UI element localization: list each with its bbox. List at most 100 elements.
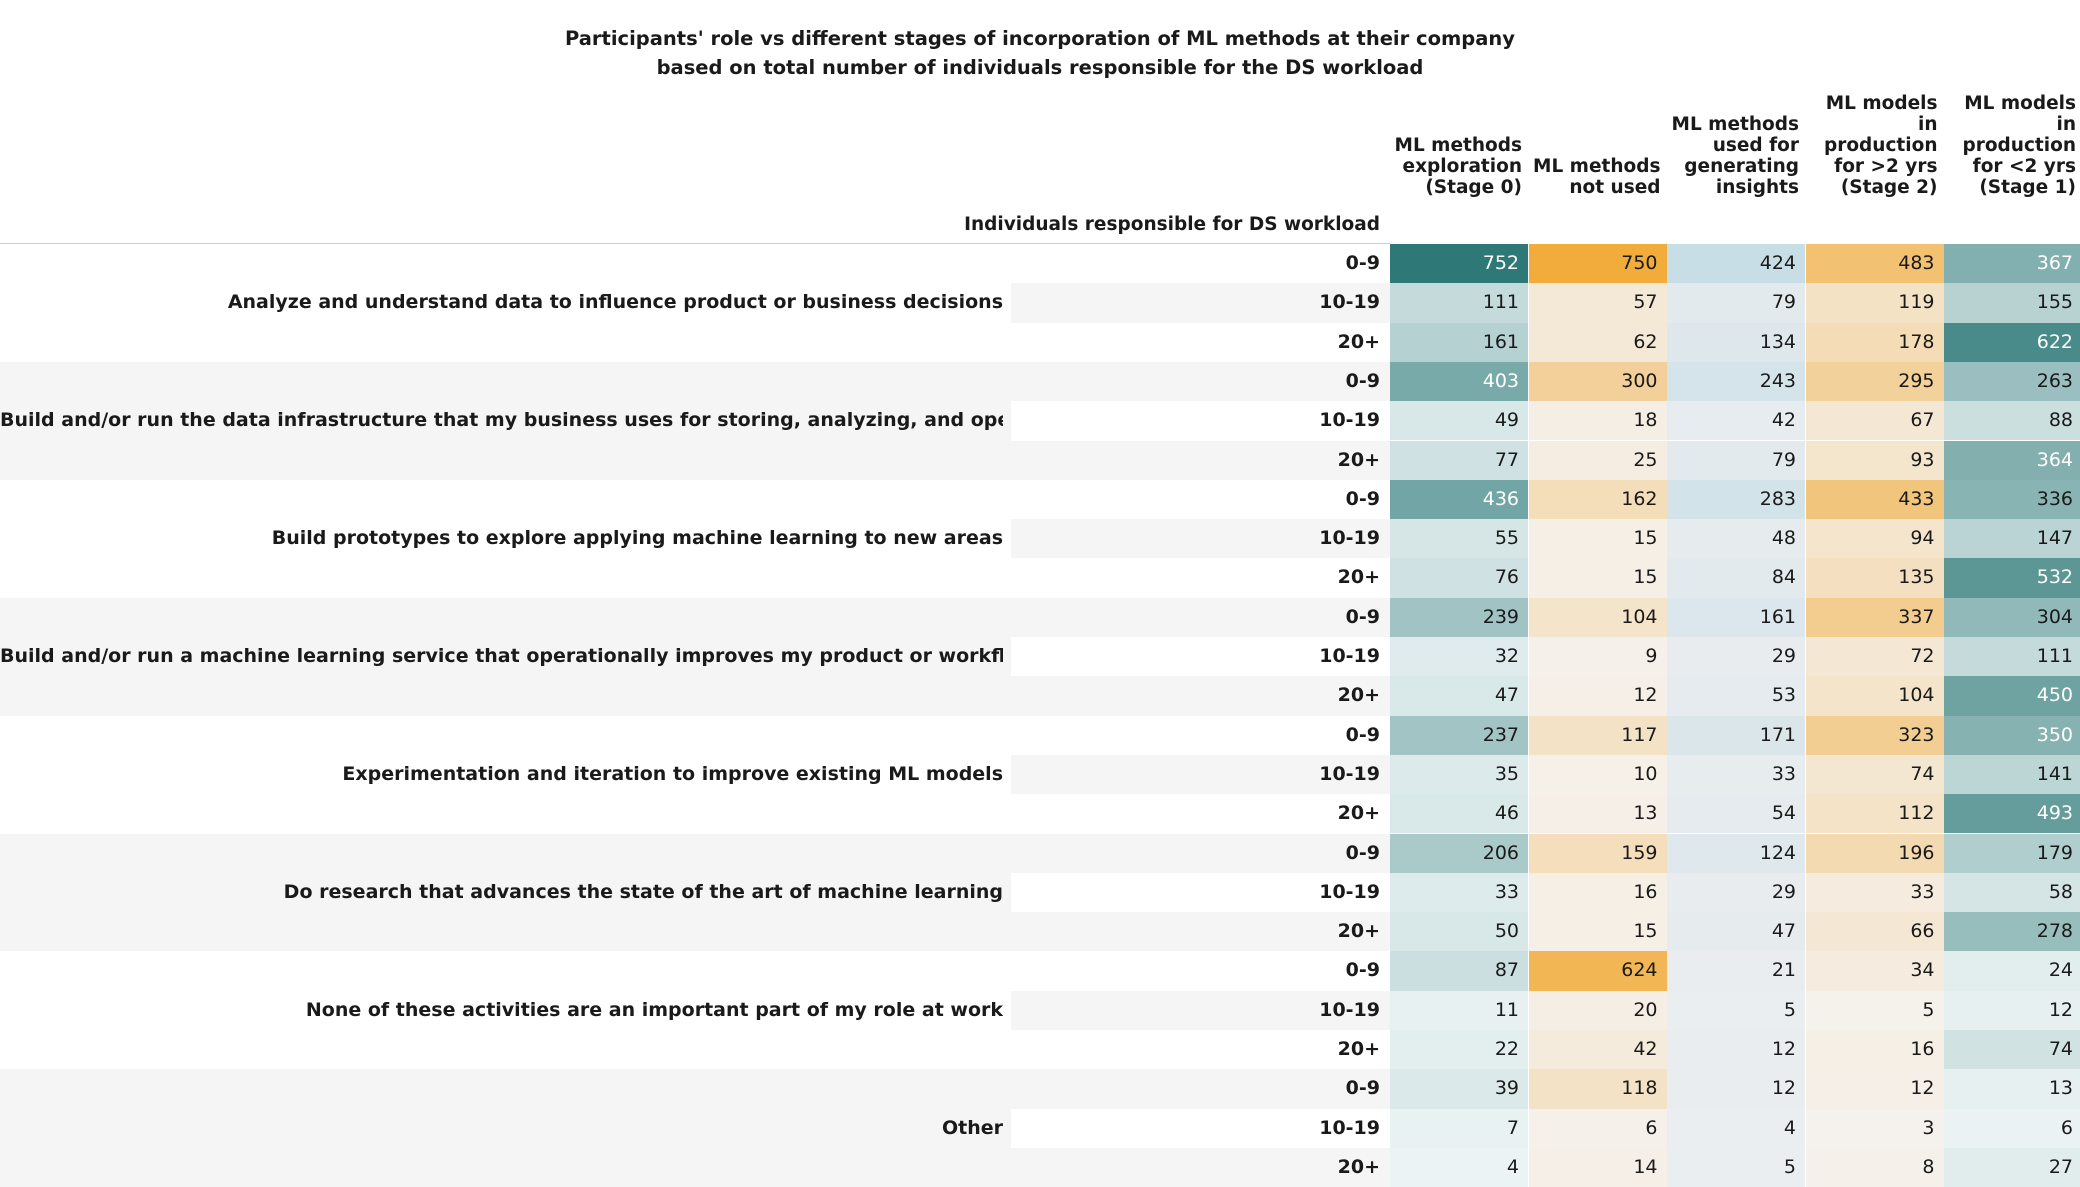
- column-header-line: ML methods: [1671, 114, 1799, 135]
- heatmap-cell: 35: [1390, 754, 1528, 795]
- heatmap-cell: 72: [1805, 637, 1944, 677]
- heatmap-cell: 243: [1667, 361, 1805, 402]
- role-label: Other: [941, 1116, 1003, 1139]
- group-band: [0, 1069, 1011, 1187]
- column-header-line: ML methods: [1394, 135, 1522, 156]
- bin-label: 0-9: [1345, 841, 1380, 864]
- heatmap-cell: 9: [1528, 637, 1667, 677]
- bin-row-stripe: [1011, 519, 1390, 559]
- heatmap-cell: 323: [1805, 715, 1944, 755]
- heatmap-cell: 13: [1528, 794, 1667, 834]
- heatmap-cell: 147: [1944, 519, 2080, 559]
- heatmap-cell: 12: [1667, 1030, 1805, 1070]
- heatmap-cell: 104: [1805, 676, 1944, 716]
- bin-row-stripe: [1011, 754, 1390, 795]
- heatmap-cell: 25: [1528, 440, 1667, 480]
- heatmap-cell: 532: [1944, 558, 2080, 598]
- heatmap-cell: 79: [1667, 440, 1805, 480]
- heatmap-cell: 624: [1528, 951, 1667, 991]
- heatmap-cell: 104: [1528, 597, 1667, 637]
- heatmap-cell: 16: [1528, 872, 1667, 913]
- bin-label: 0-9: [1345, 723, 1380, 746]
- heatmap-cell: 124: [1667, 833, 1805, 873]
- heatmap-cell: 87: [1390, 951, 1528, 991]
- bin-label: 20+: [1337, 684, 1380, 707]
- heatmap-cell: 84: [1667, 558, 1805, 598]
- column-header-lines: ML methods exploration (Stage 0): [1395, 135, 1522, 198]
- role-label: Build prototypes to explore applying mac…: [271, 527, 1003, 550]
- chart-subtitle: based on total number of individuals res…: [656, 56, 1424, 79]
- column-header-line: for >2 yrs: [1834, 156, 1938, 177]
- group-band: [0, 833, 1011, 952]
- bin-label: 10-19: [1319, 291, 1380, 314]
- column-header-4: ML models in production for <2 yrs (Stage 1…: [1944, 93, 2076, 198]
- heatmap-cell: 278: [1944, 912, 2080, 952]
- chart-title-block: Participants' role vs different stages o…: [0, 24, 2080, 82]
- heatmap-cell: 46: [1390, 794, 1528, 834]
- column-header-line: production: [1823, 135, 1938, 156]
- heatmap-cell: 34: [1805, 951, 1944, 991]
- heatmap-cell: 15: [1528, 558, 1667, 598]
- heatmap-cell: 141: [1944, 754, 2080, 795]
- column-header-lines: ML models in production for <2 yrs (Stage 1…: [1944, 93, 2076, 198]
- column-header-line: (Stage 0): [1425, 177, 1522, 198]
- chart-title: Participants' role vs different stages o…: [564, 27, 1516, 50]
- heatmap-cell: 295: [1805, 361, 1944, 402]
- column-header-line: ML models in: [1825, 93, 1938, 135]
- heatmap-cell: 424: [1667, 244, 1805, 284]
- heatmap-cell: 79: [1667, 283, 1805, 323]
- column-header-line: for <2 yrs: [1972, 156, 2076, 177]
- heatmap-cell: 433: [1805, 479, 1944, 520]
- role-label: None of these activities are an importan…: [305, 998, 1003, 1021]
- bin-label: 20+: [1337, 1155, 1380, 1178]
- heatmap-cell: 29: [1667, 872, 1805, 913]
- bin-label: 20+: [1337, 566, 1380, 589]
- heatmap-cell: 5: [1667, 1147, 1805, 1187]
- heatmap-cell: 263: [1944, 361, 2080, 402]
- heatmap-cell: 752: [1390, 244, 1528, 284]
- heatmap-cell: 50: [1390, 912, 1528, 952]
- bin-label: 20+: [1337, 802, 1380, 825]
- heatmap-cell: 15: [1528, 519, 1667, 559]
- heatmap-cell: 111: [1390, 283, 1528, 323]
- bin-label: 20+: [1337, 920, 1380, 943]
- heatmap-cell: 283: [1667, 479, 1805, 520]
- heatmap-cell: 12: [1944, 990, 2080, 1030]
- heatmap-cell: 39: [1390, 1069, 1528, 1109]
- bin-label: 0-9: [1345, 487, 1380, 510]
- heatmap-cell: 206: [1390, 833, 1528, 873]
- heatmap-cell: 3: [1805, 1108, 1944, 1148]
- heatmap-cell: 493: [1944, 794, 2080, 834]
- heatmap-cell: 18: [1528, 401, 1667, 441]
- heatmap-cell: 32: [1390, 637, 1528, 677]
- bin-label: 20+: [1337, 448, 1380, 471]
- bin-row-stripe: [1011, 1069, 1390, 1109]
- heatmap-cell: 24: [1944, 951, 2080, 991]
- heatmap-cell: 111: [1944, 637, 2080, 677]
- heatmap-cell: 55: [1390, 519, 1528, 559]
- column-header-line: ML methods: [1533, 156, 1661, 177]
- column-header-2: ML methods used for generating insights: [1667, 110, 1799, 198]
- heatmap-cell: 15: [1528, 912, 1667, 952]
- heatmap-cell: 179: [1944, 833, 2080, 873]
- bin-row-stripe: [1011, 597, 1390, 637]
- heatmap-cell: 74: [1944, 1030, 2080, 1070]
- column-header-line: used for: [1712, 135, 1799, 156]
- group-band: [0, 715, 1011, 834]
- heatmap-cell: 4: [1667, 1108, 1805, 1148]
- heatmap-cell: 29: [1667, 637, 1805, 677]
- column-header-lines: ML models in production for >2 yrs (Stage 2…: [1806, 93, 1938, 198]
- heatmap-cell: 93: [1805, 440, 1944, 480]
- heatmap-cell: 16: [1805, 1030, 1944, 1070]
- bin-row-stripe: [1011, 912, 1390, 952]
- heatmap-cell: 47: [1390, 676, 1528, 716]
- heatmap-cell: 27: [1944, 1147, 2080, 1187]
- bin-label: 0-9: [1345, 1077, 1380, 1100]
- role-label: Do research that advances the state of t…: [283, 880, 1003, 903]
- heatmap-cell: 58: [1944, 872, 2080, 913]
- heatmap-cell: 10: [1528, 754, 1667, 795]
- column-header-3: ML models in production for >2 yrs (Stage 2…: [1806, 93, 1938, 198]
- heatmap-cell: 33: [1805, 872, 1944, 913]
- heatmap-cell: 11: [1390, 990, 1528, 1030]
- heatmap-cell: 88: [1944, 401, 2080, 441]
